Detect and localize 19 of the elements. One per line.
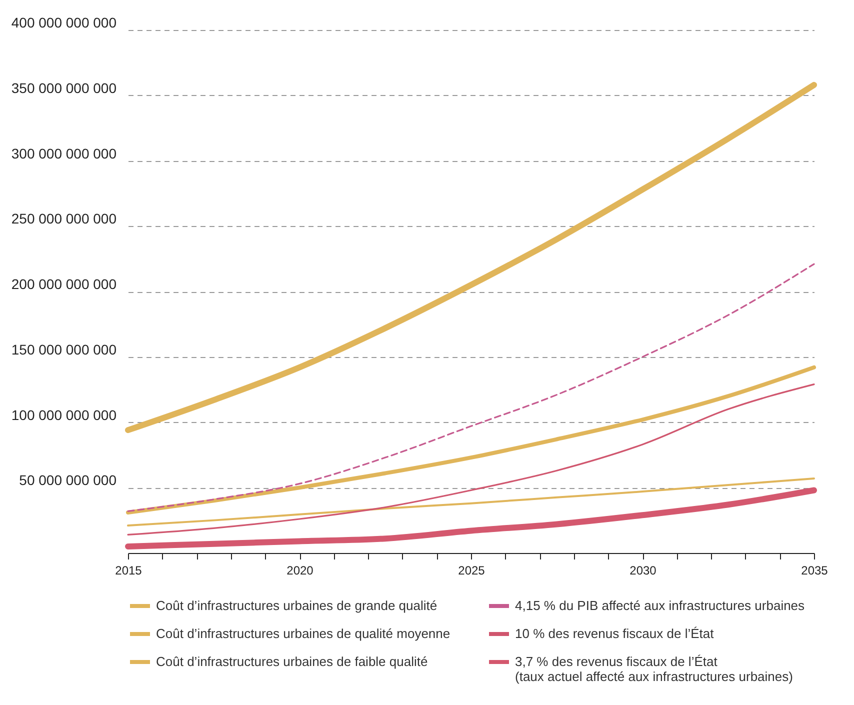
- y-tick-label: 200 000 000 000: [11, 276, 117, 292]
- x-tick-label: 2030: [630, 564, 657, 578]
- legend-label: 4,15 % du PIB affecté aux infrastructures urbaines: [515, 598, 806, 613]
- y-tick-label: 250 000 000 000: [11, 210, 117, 227]
- y-tick-label: 100 000 000 000: [11, 406, 117, 423]
- x-tick-label: 2020: [286, 564, 314, 578]
- y-tick-label: 300 000 000 000: [11, 145, 117, 162]
- x-tick-label: 2035: [801, 564, 828, 578]
- x-tick-label: 2025: [458, 564, 486, 578]
- y-tick-label: 400 000 000 000: [11, 14, 117, 30]
- legend-label: Coût d’infrastructures urbaines de faible qualité: [156, 654, 428, 669]
- legend-label: 3,7 % des revenus fiscaux de l’État (taux actuel affecté aux infrastructures urbaines): [515, 654, 793, 684]
- y-tick-label: 350 000 000 000: [11, 80, 117, 96]
- x-tick-label: 2015: [115, 564, 142, 578]
- y-tick-label: 50 000 000 000: [19, 472, 117, 488]
- legend-label: Coût d’infrastructures urbaines de qualité moyenne: [156, 626, 450, 641]
- y-tick-label: 150 000 000 000: [11, 341, 117, 358]
- legend-label: Coût d’infrastructures urbaines de grande qualité: [156, 598, 438, 613]
- legend-label: 10 % des revenus fiscaux de l’État: [515, 626, 714, 641]
